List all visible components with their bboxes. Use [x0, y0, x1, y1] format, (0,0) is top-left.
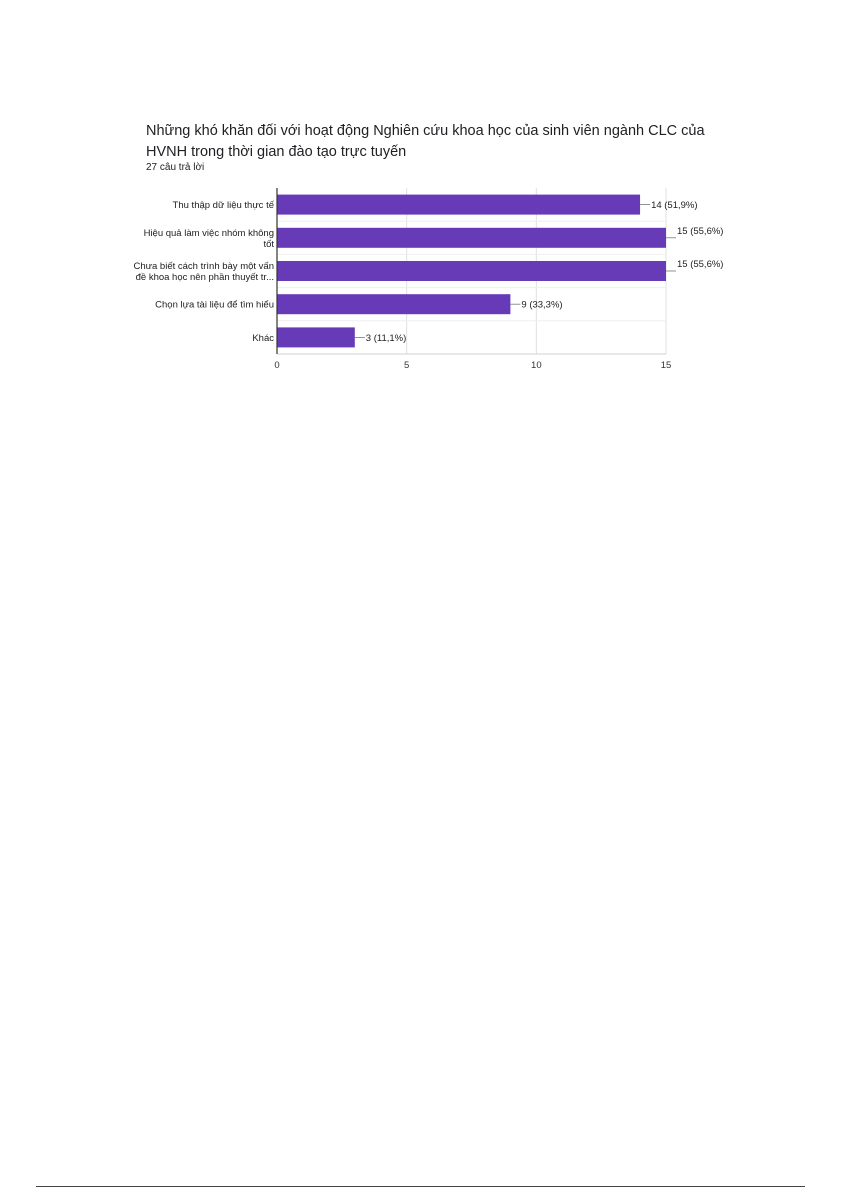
bar-value-label: 15 (55,6%)	[677, 226, 723, 237]
bar-1	[277, 227, 666, 248]
bar-4	[277, 327, 355, 348]
category-label: Khác	[252, 333, 274, 344]
category-label: Hiệu quả làm việc nhóm không	[144, 228, 274, 239]
chart-card: Những khó khăn đối với hoạt động Nghiên …	[134, 118, 724, 380]
bar-2	[277, 261, 666, 281]
chart-title: Những khó khăn đối với hoạt động Nghiên …	[146, 123, 705, 160]
category-label: Chưa biết cách trình bày một vấn	[134, 261, 275, 272]
x-tick-label: 10	[531, 360, 542, 371]
x-tick-label: 0	[274, 360, 279, 371]
bar-value-label: 3 (11,1%)	[366, 333, 406, 344]
category-label: đề khoa học nên phần thuyết tr...	[136, 272, 274, 283]
page-bottom-rule	[36, 1186, 805, 1187]
bar-value-label: 14 (51,9%)	[651, 200, 697, 211]
category-label: Chọn lựa tài liệu để tìm hiểu	[155, 300, 274, 311]
chart-subtitle: 27 câu trả lời	[146, 162, 205, 173]
x-tick-label: 15	[661, 360, 672, 371]
category-label: Thu thập dữ liệu thực tế	[173, 200, 275, 211]
bar-0	[277, 194, 641, 215]
bar-value-label: 15 (55,6%)	[677, 259, 723, 270]
bar-3	[277, 294, 511, 315]
bar-value-label: 9 (33,3%)	[521, 300, 562, 311]
bar-chart: 0 5 10 15 14 (51,9%) Thu thập dữ liệu thực tế…	[134, 188, 723, 371]
category-label: tốt	[263, 239, 274, 250]
x-tick-label: 5	[404, 360, 409, 371]
